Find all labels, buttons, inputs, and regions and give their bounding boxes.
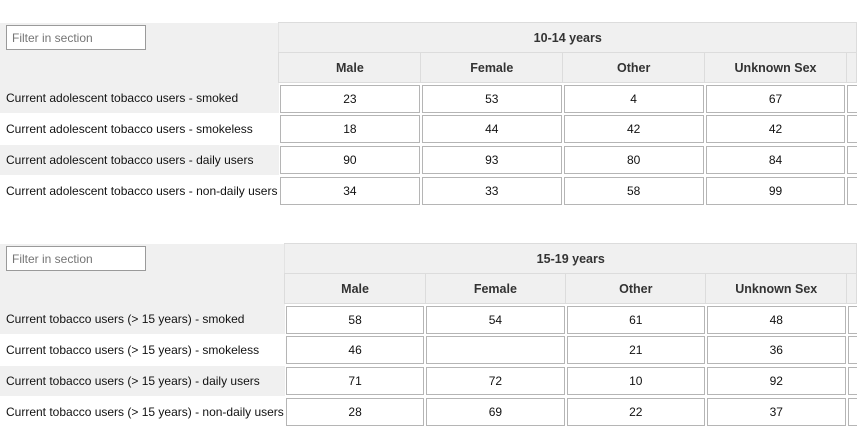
value-cell-male[interactable]: 28 bbox=[285, 398, 425, 426]
value-cell-other[interactable]: 58 bbox=[563, 177, 704, 205]
value-cell-male[interactable]: 23 bbox=[279, 84, 420, 113]
value-cell-male[interactable]: 71 bbox=[285, 367, 425, 395]
value-cell-overflow[interactable] bbox=[847, 398, 857, 426]
value-cell-unknown-sex[interactable]: 92 bbox=[706, 367, 846, 395]
value-cell-unknown-sex[interactable]: 37 bbox=[706, 398, 846, 426]
column-header-female: Female bbox=[420, 52, 564, 83]
value-cell-female[interactable]: 54 bbox=[426, 305, 565, 334]
value-cell-female[interactable]: 69 bbox=[426, 398, 565, 426]
value-cell-other[interactable]: 22 bbox=[566, 398, 705, 426]
column-header-male: Male bbox=[278, 52, 422, 83]
value-cell-other[interactable]: 21 bbox=[566, 336, 705, 364]
value-cell-female[interactable]: 72 bbox=[426, 367, 565, 395]
value-cell-unknown-sex[interactable]: 99 bbox=[705, 177, 846, 205]
value-cell-unknown-sex[interactable]: 48 bbox=[706, 305, 846, 334]
filter-cell bbox=[0, 243, 285, 274]
value-cell-other[interactable]: 10 bbox=[566, 367, 705, 395]
row-label: Current adolescent tobacco users - non-d… bbox=[0, 175, 279, 207]
data-entry-table: 15-19 years Male Female Other Unknown Se… bbox=[0, 243, 857, 428]
row-label: Current tobacco users (> 15 years) - smo… bbox=[0, 303, 285, 335]
row-label: Current tobacco users (> 15 years) - dai… bbox=[0, 365, 285, 397]
age-group-header: 10-14 years bbox=[278, 22, 857, 53]
value-cell-overflow[interactable] bbox=[847, 84, 857, 113]
table-row: Current tobacco users (> 15 years) - non… bbox=[0, 396, 857, 428]
value-cell-male[interactable]: 58 bbox=[285, 305, 425, 334]
value-cell-overflow[interactable] bbox=[847, 146, 857, 174]
value-cell-female[interactable]: 33 bbox=[421, 177, 562, 205]
value-cell-overflow[interactable] bbox=[847, 367, 857, 395]
value-cell-overflow[interactable] bbox=[847, 115, 857, 143]
value-cell-unknown-sex[interactable]: 84 bbox=[705, 146, 846, 174]
value-cell-female[interactable] bbox=[426, 336, 565, 364]
value-cell-overflow[interactable] bbox=[847, 177, 857, 205]
value-cell-overflow[interactable] bbox=[847, 305, 857, 334]
row-label: Current tobacco users (> 15 years) - non… bbox=[0, 396, 285, 428]
filter-in-section-input[interactable] bbox=[6, 25, 146, 50]
table-row: Current adolescent tobacco users - smoke… bbox=[0, 82, 857, 114]
value-cell-female[interactable]: 44 bbox=[421, 115, 562, 143]
value-cell-overflow[interactable] bbox=[847, 336, 857, 364]
label-header-blank bbox=[0, 52, 279, 83]
value-cell-other[interactable]: 61 bbox=[566, 305, 705, 334]
value-cell-other[interactable]: 80 bbox=[563, 146, 704, 174]
filter-in-section-input[interactable] bbox=[6, 246, 146, 271]
value-cell-unknown-sex[interactable]: 42 bbox=[705, 115, 846, 143]
table-row: Current adolescent tobacco users - smoke… bbox=[0, 113, 857, 145]
label-header-blank bbox=[0, 273, 285, 304]
column-header-other: Other bbox=[562, 52, 706, 83]
column-header-overflow bbox=[845, 52, 857, 83]
value-cell-other[interactable]: 42 bbox=[563, 115, 704, 143]
filter-cell bbox=[0, 22, 279, 53]
data-entry-section-10-14: 10-14 years Male Female Other Unknown Se… bbox=[0, 22, 857, 207]
value-cell-male[interactable]: 46 bbox=[285, 336, 425, 364]
table-row: Current tobacco users (> 15 years) - dai… bbox=[0, 365, 857, 397]
value-cell-male[interactable]: 90 bbox=[279, 146, 420, 174]
value-cell-other[interactable]: 4 bbox=[563, 84, 704, 113]
row-label: Current tobacco users (> 15 years) - smo… bbox=[0, 334, 285, 366]
value-cell-male[interactable]: 34 bbox=[279, 177, 420, 205]
value-cell-unknown-sex[interactable]: 67 bbox=[705, 84, 846, 113]
value-cell-female[interactable]: 53 bbox=[421, 84, 562, 113]
data-entry-section-15-19: 15-19 years Male Female Other Unknown Se… bbox=[0, 243, 857, 428]
value-cell-female[interactable]: 93 bbox=[421, 146, 562, 174]
table-row: Current adolescent tobacco users - daily… bbox=[0, 144, 857, 176]
age-group-header: 15-19 years bbox=[284, 243, 857, 274]
row-label: Current adolescent tobacco users - smoke… bbox=[0, 82, 279, 114]
table-row: Current adolescent tobacco users - non-d… bbox=[0, 175, 857, 207]
data-entry-table: 10-14 years Male Female Other Unknown Se… bbox=[0, 22, 857, 207]
column-header-unknown-sex: Unknown Sex bbox=[705, 273, 848, 304]
table-row: Current tobacco users (> 15 years) - smo… bbox=[0, 334, 857, 366]
column-header-female: Female bbox=[424, 273, 567, 304]
value-cell-unknown-sex[interactable]: 36 bbox=[706, 336, 846, 364]
row-label: Current adolescent tobacco users - daily… bbox=[0, 144, 279, 176]
column-header-unknown-sex: Unknown Sex bbox=[704, 52, 847, 83]
column-header-other: Other bbox=[565, 273, 707, 304]
table-row: Current tobacco users (> 15 years) - smo… bbox=[0, 303, 857, 335]
column-header-male: Male bbox=[284, 273, 426, 304]
value-cell-male[interactable]: 18 bbox=[279, 115, 420, 143]
column-header-overflow bbox=[846, 273, 857, 304]
row-label: Current adolescent tobacco users - smoke… bbox=[0, 113, 279, 145]
